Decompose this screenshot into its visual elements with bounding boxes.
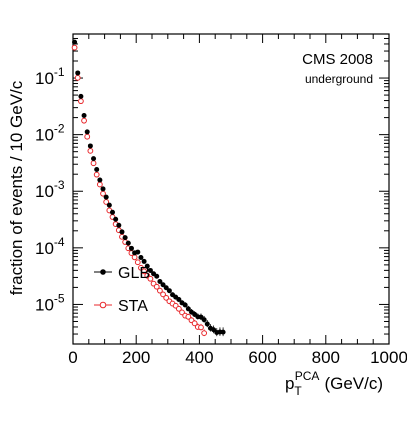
x-axis-label-sub: T <box>294 384 302 398</box>
point-glb <box>94 166 100 172</box>
point-sta <box>131 254 138 261</box>
point-glb <box>113 216 119 222</box>
point-sta <box>81 117 87 124</box>
point-glb <box>97 177 103 183</box>
point-glb <box>154 273 160 279</box>
x-tick-label: 400 <box>185 348 213 367</box>
point-glb <box>81 112 87 118</box>
point-sta <box>185 313 192 320</box>
point-sta <box>157 287 163 294</box>
x-tick-label: 1000 <box>370 348 407 367</box>
point-glb <box>135 249 141 255</box>
y-tick-label: 10-5 <box>35 291 65 314</box>
point-glb <box>110 209 115 215</box>
axis-ticks: 0 200 400 600 800 1000 10-1 10-2 10-3 10-4 10-5 <box>35 34 407 367</box>
point-glb <box>138 254 144 260</box>
point-glb <box>91 156 97 162</box>
point-sta <box>163 294 170 301</box>
point-sta <box>84 133 91 140</box>
point-sta <box>87 147 94 154</box>
point-sta <box>96 181 103 188</box>
x-axis-label-main: p <box>285 374 294 393</box>
annotation-subtitle: underground <box>305 72 373 86</box>
x-axis-label: pTPCA (GeV/c) <box>285 369 383 398</box>
legend: GLB STA <box>94 265 150 315</box>
point-sta <box>201 330 208 337</box>
point-glb <box>204 321 210 327</box>
legend-label-sta: STA <box>118 298 148 315</box>
point-glb <box>103 194 109 200</box>
point-sta <box>134 259 141 266</box>
point-sta <box>138 264 144 271</box>
point-glb <box>163 285 169 291</box>
point-sta <box>191 320 198 327</box>
x-axis-label-unit: (GeV/c) <box>324 374 383 393</box>
point-glb <box>106 202 112 208</box>
point-glb <box>185 306 191 312</box>
point-sta <box>78 98 84 105</box>
annotation-title: CMS 2008 <box>302 51 373 68</box>
y-tick-label: 10-4 <box>35 235 65 258</box>
point-glb <box>166 288 172 294</box>
point-sta <box>175 305 182 312</box>
point-glb <box>84 129 90 135</box>
point-glb <box>116 222 122 228</box>
y-tick-label: 10-3 <box>35 178 65 201</box>
point-sta <box>90 160 97 167</box>
point-sta <box>147 275 154 282</box>
legend-marker-sta <box>99 301 107 309</box>
point-glb <box>119 229 125 235</box>
point-glb <box>75 70 81 76</box>
point-glb <box>128 245 134 251</box>
y-tick-label: 10-1 <box>35 65 65 88</box>
point-glb <box>122 235 128 241</box>
point-glb <box>72 39 78 45</box>
legend-marker-glb <box>100 269 106 275</box>
point-glb <box>176 297 182 303</box>
legend-label-glb: GLB <box>118 265 150 282</box>
point-glb <box>220 329 226 335</box>
point-sta <box>160 291 166 298</box>
point-glb <box>144 263 150 269</box>
series-sta <box>71 44 208 337</box>
point-glb <box>157 278 163 284</box>
point-glb <box>87 143 93 149</box>
point-glb <box>100 186 106 192</box>
point-glb <box>182 302 188 308</box>
point-glb <box>147 267 153 273</box>
legend-item-sta: STA <box>94 298 148 315</box>
point-glb <box>141 258 147 264</box>
x-axis-label-sup: PCA <box>295 369 320 383</box>
point-sta <box>153 283 160 290</box>
point-sta <box>74 74 81 81</box>
x-tick-label: 0 <box>68 348 77 367</box>
x-tick-label: 200 <box>122 348 150 367</box>
point-glb <box>160 282 166 288</box>
x-tick-label: 800 <box>312 348 340 367</box>
x-tick-label: 600 <box>248 348 276 367</box>
series-glb <box>72 39 226 337</box>
point-sta <box>198 324 204 331</box>
point-glb <box>78 93 84 99</box>
point-sta <box>141 268 148 275</box>
point-sta <box>71 44 78 51</box>
point-glb <box>201 317 207 323</box>
y-axis-label: fraction of events / 10 GeV/c <box>7 80 26 295</box>
legend-item-glb: GLB <box>94 265 150 282</box>
point-glb <box>125 240 131 246</box>
y-tick-label: 10-2 <box>35 122 65 145</box>
point-sta <box>93 171 100 178</box>
